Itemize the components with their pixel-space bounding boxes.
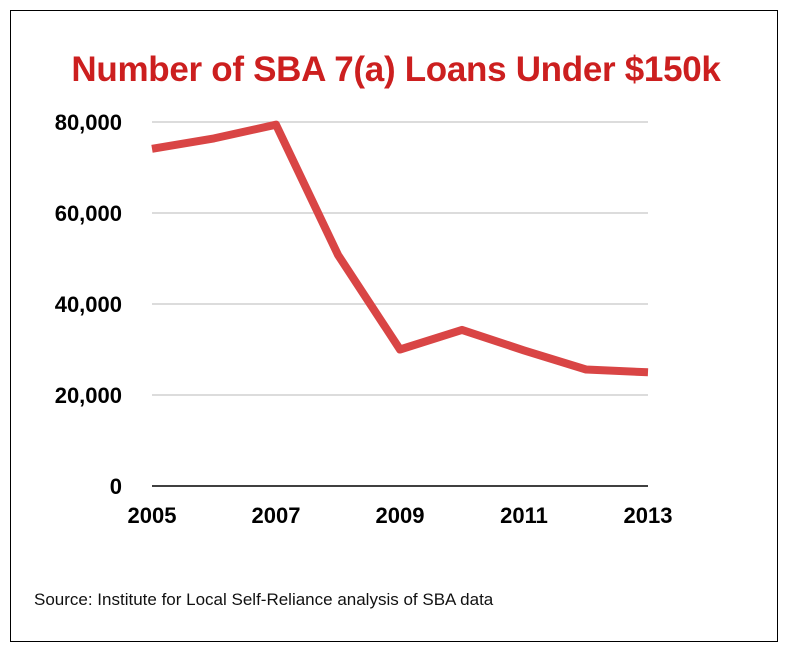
data-point — [458, 326, 466, 334]
y-tick-label: 0 — [110, 474, 122, 499]
data-point — [210, 134, 218, 142]
y-tick-label: 60,000 — [55, 201, 122, 226]
x-tick-label: 2013 — [624, 503, 673, 528]
data-point — [148, 145, 156, 153]
y-tick-label: 20,000 — [55, 383, 122, 408]
data-point — [520, 346, 528, 354]
chart-title: Number of SBA 7(a) Loans Under $150k — [71, 50, 721, 89]
x-axis-tick-labels: 2005 2007 2009 2011 2013 — [128, 503, 673, 528]
series-layer — [148, 120, 652, 377]
x-tick-label: 2011 — [500, 503, 548, 528]
series-line — [151, 120, 649, 377]
x-tick-label: 2007 — [252, 503, 301, 528]
y-axis-tick-labels: 0 20,000 40,000 60,000 80,000 — [55, 110, 122, 499]
x-tick-label: 2009 — [376, 503, 425, 528]
data-point — [396, 346, 404, 354]
data-point — [582, 366, 590, 374]
gridlines — [152, 121, 648, 487]
data-point — [334, 251, 342, 259]
chart-frame — [10, 10, 778, 642]
data-point — [644, 368, 652, 376]
source-note: Source: Institute for Local Self-Relianc… — [34, 590, 494, 609]
data-point — [272, 121, 280, 129]
x-tick-label: 2005 — [128, 503, 177, 528]
y-tick-label: 40,000 — [55, 292, 122, 317]
y-tick-label: 80,000 — [55, 110, 122, 135]
